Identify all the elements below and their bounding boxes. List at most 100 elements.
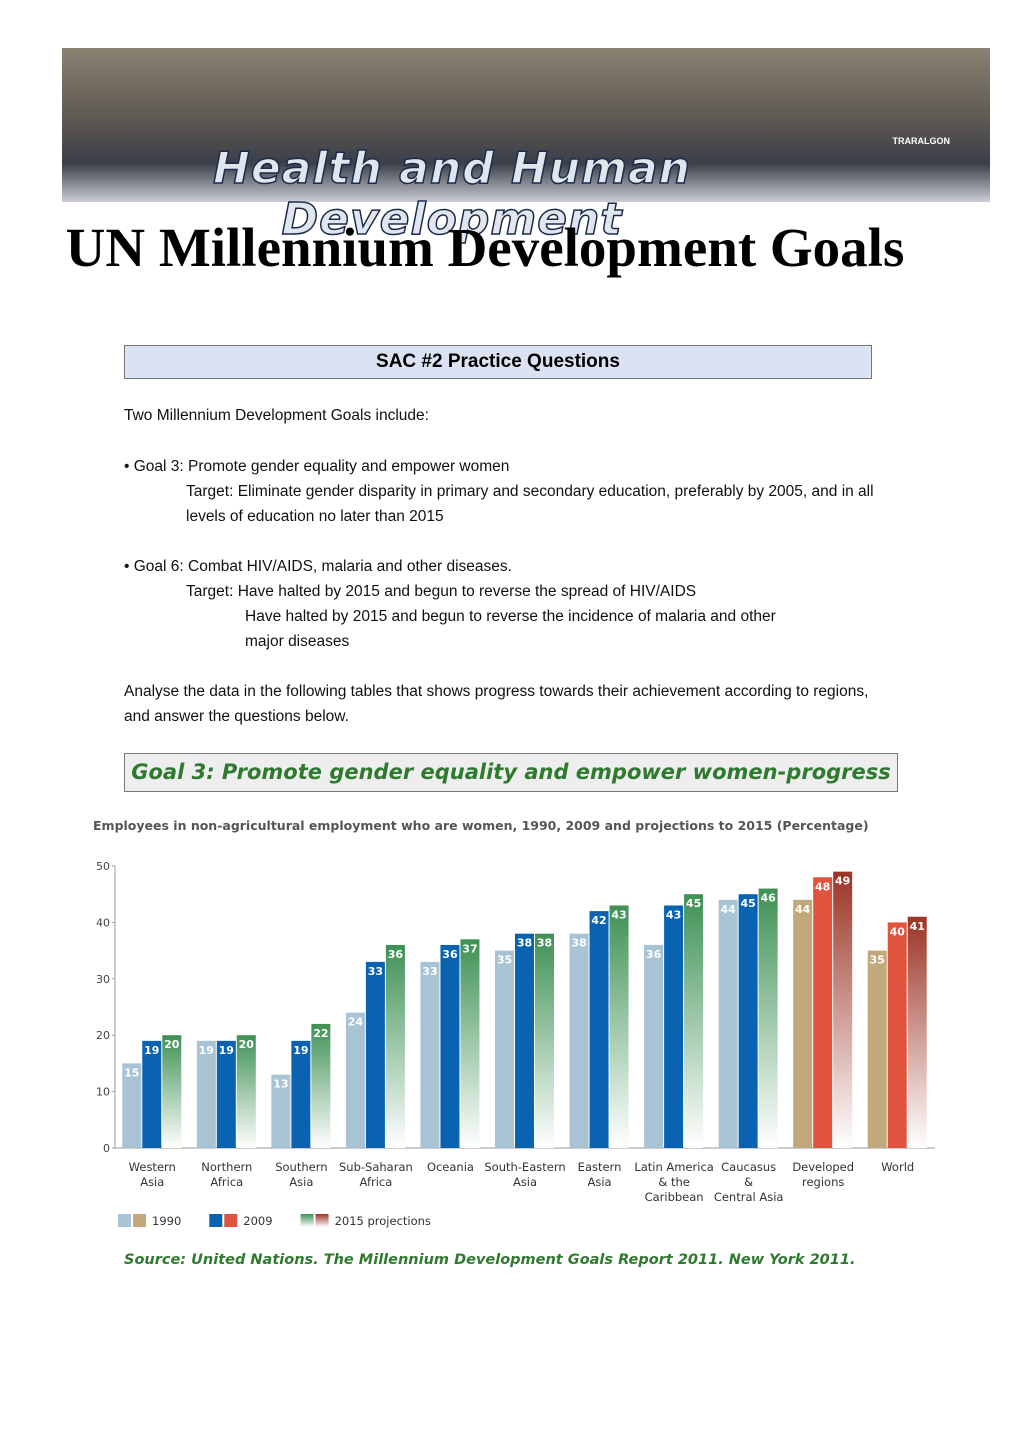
title: UN Millennium Development Goals [65,217,905,278]
x-tick-line: Sub-Saharan [339,1160,413,1174]
value-label: 45 [686,897,701,910]
value-label: 13 [273,1078,288,1091]
x-tick-label: World [881,1160,914,1174]
goal: Goal 3: Promote gender equality and empo… [124,454,904,529]
value-label: 20 [164,1038,180,1051]
value-label: 20 [239,1038,255,1051]
y-tick-label: 0 [103,1142,110,1155]
x-tick-line: Asia [140,1175,164,1189]
x-tick-line: Southern [275,1160,327,1174]
x-tick-line: Caribbean [645,1190,704,1204]
value-label: 38 [517,937,532,950]
bar [271,1074,291,1148]
x-tick-label: Caucasus & Central Asia [714,1160,784,1204]
x-tick-line: & [744,1175,753,1189]
bar [365,961,385,1148]
x-tick-line: World [881,1160,914,1174]
x-tick-label: Eastern Asia [578,1160,622,1189]
bar [460,939,480,1148]
bar [440,944,460,1148]
intro: Two Millennium Development Goals include… [124,407,429,424]
value-label: 46 [760,892,776,905]
x-tick-line: Asia [289,1175,313,1189]
x-tick-line: South-Eastern [484,1160,565,1174]
value-label: 36 [442,948,458,961]
instructions: Analyse the data in the following tables… [124,683,869,725]
bar [833,871,853,1148]
y-tick-label: 40 [96,916,110,929]
bar [589,911,609,1148]
x-tick-label: Northern Africa [201,1160,252,1189]
legend-swatch [300,1214,314,1227]
bar [515,933,534,1148]
bar [738,894,758,1148]
x-tick-line: Asia [587,1175,611,1189]
bar [385,944,405,1148]
legend-swatch [224,1214,238,1227]
bar [813,877,833,1148]
goal-text: Goal 6: Combat HIV/AIDS, malaria and oth… [124,554,904,579]
x-tick-line: Africa [360,1175,393,1189]
target: Target: Have halted by 2015 and begun to… [124,579,904,604]
x-tick-label: Oceania [427,1160,474,1174]
value-label: 19 [144,1044,159,1057]
target-text: Eliminate gender disparity in primary an… [186,483,874,525]
x-tick-label: South-Eastern Asia [484,1160,565,1189]
value-label: 33 [368,965,383,978]
legend-swatch [315,1214,329,1227]
x-tick-label: Sub-Saharan Africa [339,1160,413,1189]
bar [718,899,738,1148]
logo: TRARALGON [892,136,951,146]
value-label: 33 [422,965,437,978]
chart: Employees in non-agricultural employment… [93,818,935,1228]
bar [644,944,664,1148]
x-tick-label: Western Asia [129,1160,176,1189]
x-tick-line: Asia [513,1175,537,1189]
legend-label: 2015 projections [335,1214,431,1228]
target: Target: Eliminate gender disparity in pr… [124,479,904,529]
goal-text: Goal 3: Promote gender equality and empo… [124,454,904,479]
bar [495,950,514,1148]
source: Source: United Nations. The Millennium D… [124,1252,856,1268]
chart-title: Employees in non-agricultural employment… [93,818,869,833]
bar [887,922,907,1148]
x-tick-line: regions [802,1175,844,1189]
bar [236,1035,256,1148]
legend-label: 1990 [152,1214,181,1228]
bar [535,933,554,1148]
y-tick-label: 10 [96,1086,110,1099]
value-label: 44 [720,903,736,916]
x-tick-label: Developed regions [792,1160,854,1189]
x-tick-line: Africa [210,1175,243,1189]
value-label: 36 [646,948,662,961]
target-text: Have halted by 2015 and begun to reverse… [237,583,697,600]
target-label: Target: [186,583,234,600]
legend-label: 2009 [243,1214,272,1228]
value-label: 45 [740,897,755,910]
banner-title: Health and Human Development [212,142,691,246]
bar [142,1040,162,1148]
target-text: Have halted by 2015 and begun to reverse… [245,608,776,650]
value-label: 36 [388,948,404,961]
value-label: 40 [890,925,906,938]
value-label: 19 [219,1044,234,1057]
bar [345,1012,365,1148]
bar [664,905,684,1148]
legend-swatch [118,1214,131,1227]
value-label: 22 [313,1027,328,1040]
target-label: Target: [186,483,234,500]
bar [311,1023,331,1148]
x-tick-line: Caucasus [721,1160,776,1174]
legend-swatch [133,1214,146,1227]
value-label: 44 [795,903,811,916]
value-label: 43 [666,908,681,921]
value-label: 35 [497,954,512,967]
x-tick-label: Latin America & the Caribbean [634,1160,714,1204]
bar [420,961,440,1148]
legend-swatch [209,1214,223,1227]
bar [867,950,887,1148]
value-label: 19 [199,1044,214,1057]
bar [162,1035,182,1148]
goal: Goal 6: Combat HIV/AIDS, malaria and oth… [124,554,904,654]
